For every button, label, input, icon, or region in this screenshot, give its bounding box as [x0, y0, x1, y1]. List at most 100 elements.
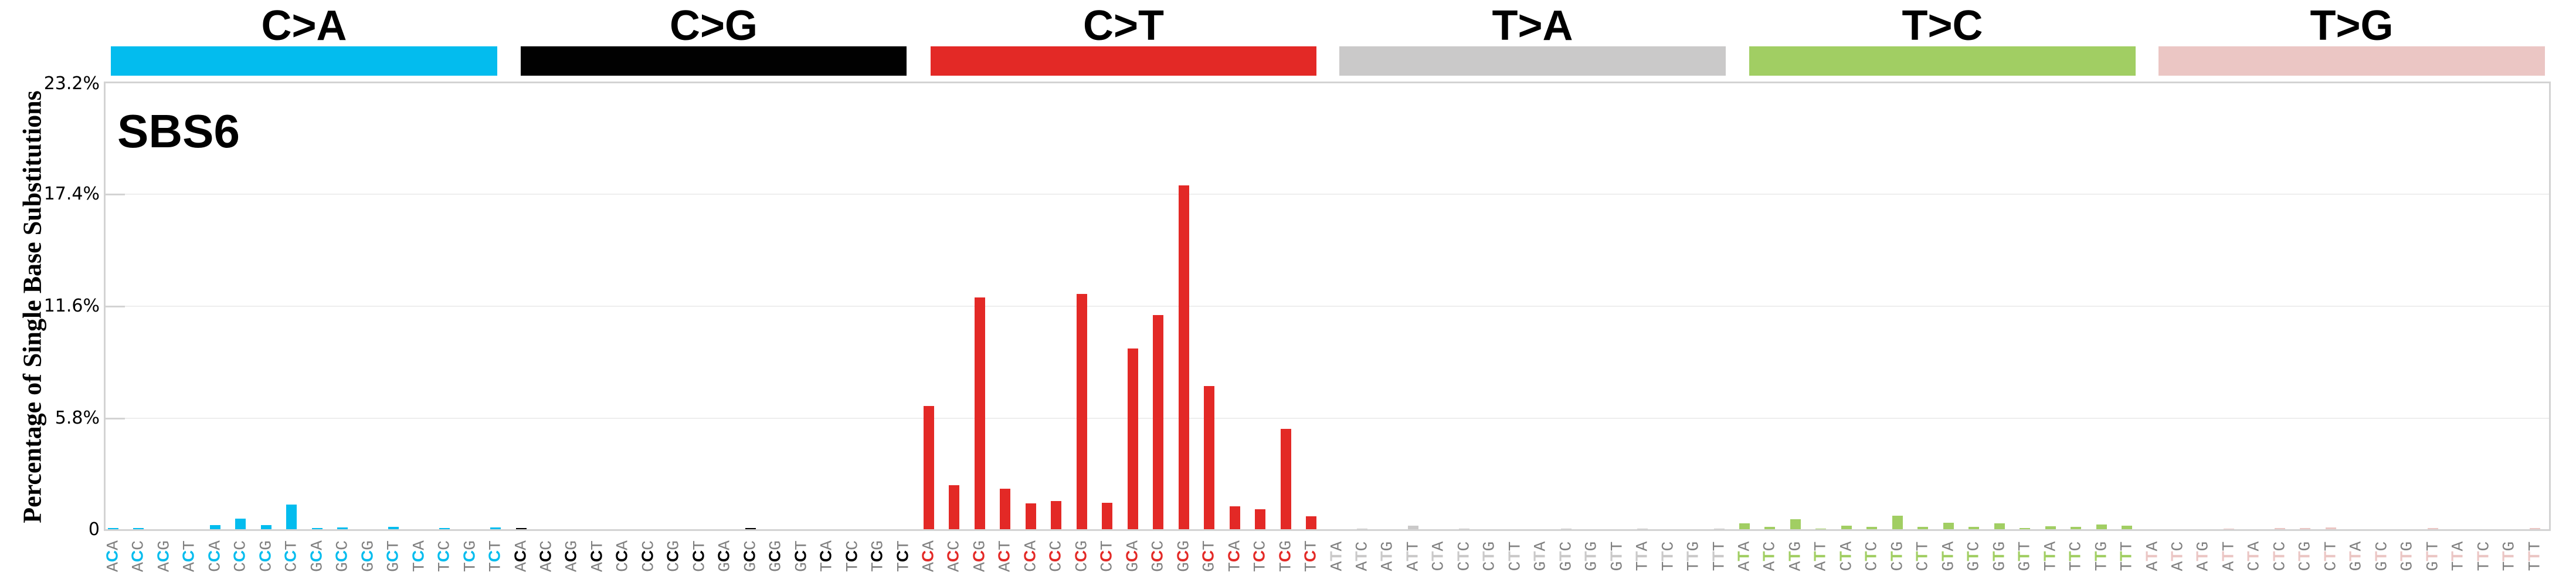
x-label-letter: G: [1608, 561, 1627, 571]
x-label-letter: C: [1965, 541, 1984, 551]
x-label-letter: T: [2475, 561, 2494, 571]
x-label: TTT: [2524, 533, 2544, 580]
x-label: CCT: [1097, 533, 1117, 580]
bar-c-t-cca: [1025, 503, 1036, 530]
x-label-letter: C: [2271, 561, 2290, 571]
x-label: CCG: [256, 533, 276, 580]
bar-t-c-ata: [1739, 523, 1750, 530]
x-label-letter: T: [2118, 541, 2137, 551]
x-label-letter: A: [920, 562, 939, 572]
x-label-letter: T: [2499, 551, 2517, 561]
x-label-letter: G: [2093, 541, 2112, 551]
bar-c-a-cca: [209, 525, 220, 530]
bar-c-t-acg: [974, 297, 985, 530]
plot-area: [104, 82, 2551, 530]
x-label-letter: A: [513, 562, 531, 572]
x-label: TTT: [2117, 533, 2137, 580]
x-label-letter: T: [1454, 551, 1472, 561]
x-label-letter: C: [1455, 541, 1474, 551]
x-label-letter: C: [995, 550, 1013, 563]
header-bar-c-t: [931, 46, 1316, 76]
x-label-letter: A: [2347, 541, 2366, 551]
tick-mark-5-8: [106, 418, 125, 419]
x-label: ATG: [2193, 533, 2213, 580]
bar-c-a-gcc: [337, 527, 348, 530]
x-label-letter: C: [307, 550, 325, 563]
x-label-letter: C: [714, 550, 733, 563]
x-label-letter: C: [2067, 541, 2086, 551]
bar-t-g-ctc: [2274, 528, 2285, 530]
x-label: CTA: [1836, 533, 1856, 580]
x-label-letter: T: [2142, 551, 2160, 561]
x-label-letter: C: [1097, 550, 1115, 563]
x-label-letter: C: [1863, 541, 1882, 551]
x-label-letter: C: [1047, 540, 1066, 550]
x-label-letter: T: [2473, 551, 2492, 561]
x-label-letter: A: [971, 562, 990, 572]
x-label-letter: A: [104, 562, 123, 572]
x-label-letter: C: [283, 562, 301, 572]
x-label-letter: T: [1836, 551, 1855, 561]
x-label-letter: A: [1328, 561, 1346, 571]
x-label-letter: C: [945, 540, 964, 550]
x-label-letter: C: [689, 550, 708, 563]
x-label-letter: T: [1251, 562, 1270, 572]
x-label-letter: C: [638, 550, 657, 563]
x-label-letter: A: [2144, 541, 2162, 551]
gridline-17-4: [106, 194, 2549, 195]
header-block-c-g: C>G: [521, 0, 907, 76]
x-label: ACC: [944, 533, 964, 580]
x-label-letter: C: [844, 540, 863, 550]
bar-c-t-tcg: [1280, 429, 1291, 530]
x-label-letter: T: [1658, 551, 1676, 561]
x-label-letter: T: [1683, 551, 1702, 561]
bar-c-t-gct: [1204, 386, 1215, 530]
x-label-letter: A: [2144, 561, 2162, 571]
x-label-letter: G: [334, 562, 352, 572]
x-label-letter: C: [1251, 540, 1270, 550]
x-label-letter: T: [487, 540, 505, 550]
bar-t-g-att: [2223, 528, 2234, 530]
bar-c-t-gcc: [1153, 315, 1164, 530]
x-label: GCC: [332, 533, 352, 580]
x-label: CCA: [1020, 533, 1040, 580]
x-label-letter: T: [2040, 551, 2059, 561]
x-label: TTG: [1683, 533, 1703, 580]
x-label-letter: C: [1914, 561, 1933, 571]
x-label: GCA: [714, 533, 735, 580]
x-label-letter: G: [461, 540, 480, 550]
x-label: ATG: [1377, 533, 1397, 580]
x-label-letter: G: [1532, 561, 1550, 571]
y-tick-0: 0: [88, 519, 100, 540]
x-label: CTG: [1887, 533, 1907, 580]
x-label: CTC: [1454, 533, 1474, 580]
x-label-letter: C: [640, 562, 659, 572]
x-label-letter: C: [460, 550, 478, 563]
x-label-letter: T: [1581, 551, 1600, 561]
x-label-letter: C: [1173, 550, 1192, 563]
x-label-letter: A: [1379, 561, 1397, 571]
x-label-letter: T: [2269, 551, 2288, 561]
x-label: ACG: [562, 533, 582, 580]
x-label-letter: C: [179, 550, 198, 563]
y-axis-label: Percentage of Single Base Substitutions: [18, 90, 47, 523]
x-label: GCG: [1173, 533, 1193, 580]
x-label-letter: T: [1685, 561, 1703, 571]
x-label-letter: G: [308, 562, 327, 572]
bar-t-c-gtc: [1969, 527, 1980, 530]
x-label-letter: C: [511, 550, 529, 563]
x-label-letter: G: [767, 540, 786, 550]
x-label-letter: C: [257, 562, 276, 572]
x-label: TTC: [2066, 533, 2086, 580]
x-label: ACG: [969, 533, 990, 580]
x-label-letter: A: [996, 562, 1015, 572]
x-label-letter: T: [1530, 551, 1549, 561]
x-label-letter: T: [2424, 541, 2443, 551]
x-label-letter: T: [2016, 541, 2035, 551]
x-label-letter: C: [536, 550, 555, 563]
x-label-letter: T: [2371, 551, 2390, 561]
x-label-letter: C: [232, 540, 250, 550]
x-label-letter: C: [1071, 550, 1090, 563]
x-label-letter: T: [2346, 551, 2364, 561]
x-label-letter: T: [2014, 551, 2033, 561]
